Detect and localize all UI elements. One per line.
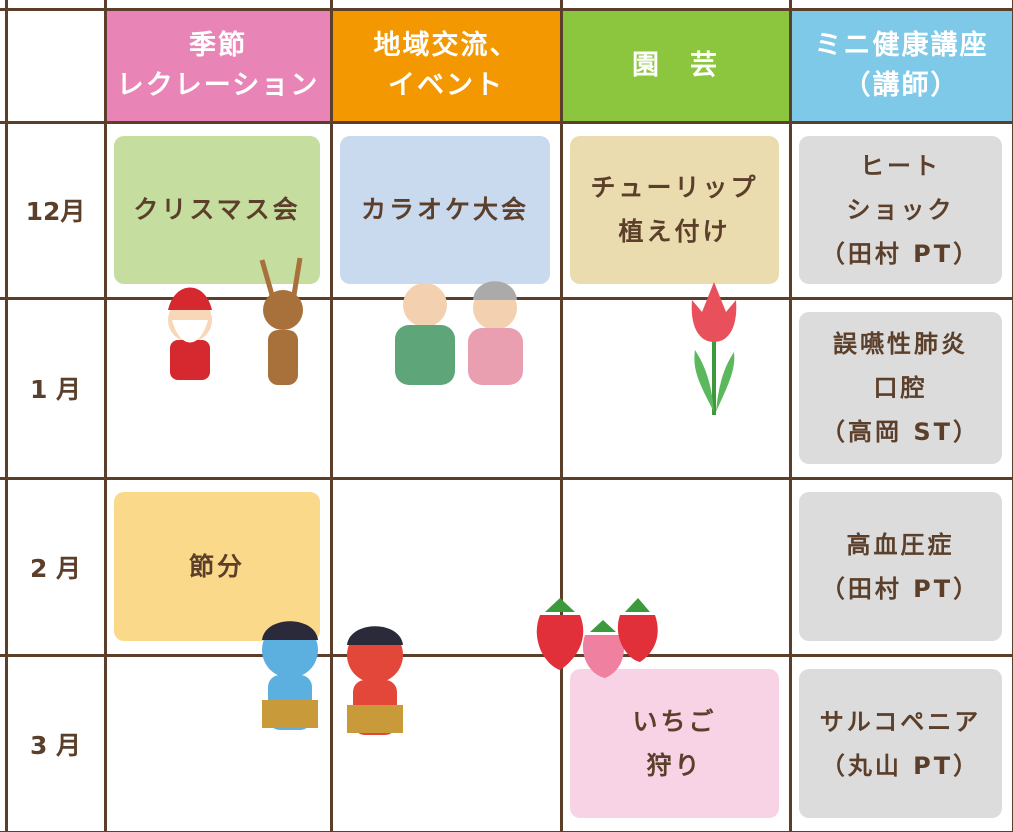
text-line: 誤嚥性肺炎: [833, 330, 968, 358]
text-line: レクレーション: [116, 70, 320, 101]
event-box: サルコペニア （丸山 PT）: [799, 669, 1002, 818]
event-box: いちご 狩り: [570, 669, 779, 818]
event-box: 節分: [114, 492, 320, 641]
grid-line: [0, 121, 1013, 124]
header-cell: 季節 レクレーション: [105, 10, 331, 122]
text-line: イベント: [388, 70, 504, 101]
text-line: 季節: [189, 30, 247, 61]
text-line: 地域交流、: [373, 30, 519, 61]
text-line: ショック: [846, 196, 955, 224]
header-cell: ミニ健康講座 （講師）: [790, 10, 1013, 122]
grid-line: [560, 0, 563, 832]
event-box: ヒートショック （田村 PT）: [799, 136, 1002, 284]
header-cell: 地域交流、 イベント: [331, 10, 561, 122]
text-line: カラオケ大会: [360, 195, 529, 224]
header-cell: 園 芸: [561, 10, 790, 122]
grid-line: [789, 0, 792, 832]
text-line: 園 芸: [632, 50, 719, 81]
event-box: カラオケ大会: [340, 136, 550, 284]
grid-line: [0, 654, 1013, 657]
month-label: 12月: [25, 197, 86, 226]
tulip: [691, 282, 737, 415]
text-line: （田村 PT）: [820, 574, 981, 603]
month-label: 2 月: [29, 553, 82, 583]
grid-line: [5, 0, 8, 832]
grid-line: [0, 8, 1013, 11]
text-line: 口腔: [873, 374, 928, 402]
text-line: （丸山 PT）: [820, 751, 981, 780]
event-box: 誤嚥性肺炎口腔 （高岡 ST）: [799, 312, 1002, 464]
text-line: （田村 PT）: [820, 240, 981, 268]
text-line: 狩り: [646, 750, 703, 780]
text-line: （高岡 ST）: [820, 418, 980, 446]
text-line: チューリップ: [590, 173, 759, 202]
grid-line: [0, 297, 1013, 300]
grid-line: [104, 0, 107, 832]
event-box: クリスマス会: [114, 136, 320, 284]
month-label: 1 月: [29, 375, 82, 404]
grid-line: [0, 477, 1013, 480]
grid-line: [330, 0, 333, 832]
strawberries: [536, 598, 658, 678]
event-box: チューリップ 植え付け: [570, 136, 779, 284]
text-line: 節分: [188, 551, 245, 581]
santa: [168, 287, 212, 380]
text-line: ヒート: [860, 152, 941, 180]
text-line: 植え付け: [618, 217, 731, 246]
event-box: 高血圧症 （田村 PT）: [799, 492, 1002, 641]
text-line: いちご: [632, 706, 717, 736]
text-line: 高血圧症: [846, 530, 955, 559]
text-line: ミニ健康講座: [814, 30, 989, 61]
text-line: クリスマス会: [133, 195, 301, 224]
text-line: （講師）: [843, 70, 960, 101]
text-line: サルコペニア: [819, 707, 982, 736]
month-label: 3 月: [29, 730, 82, 760]
